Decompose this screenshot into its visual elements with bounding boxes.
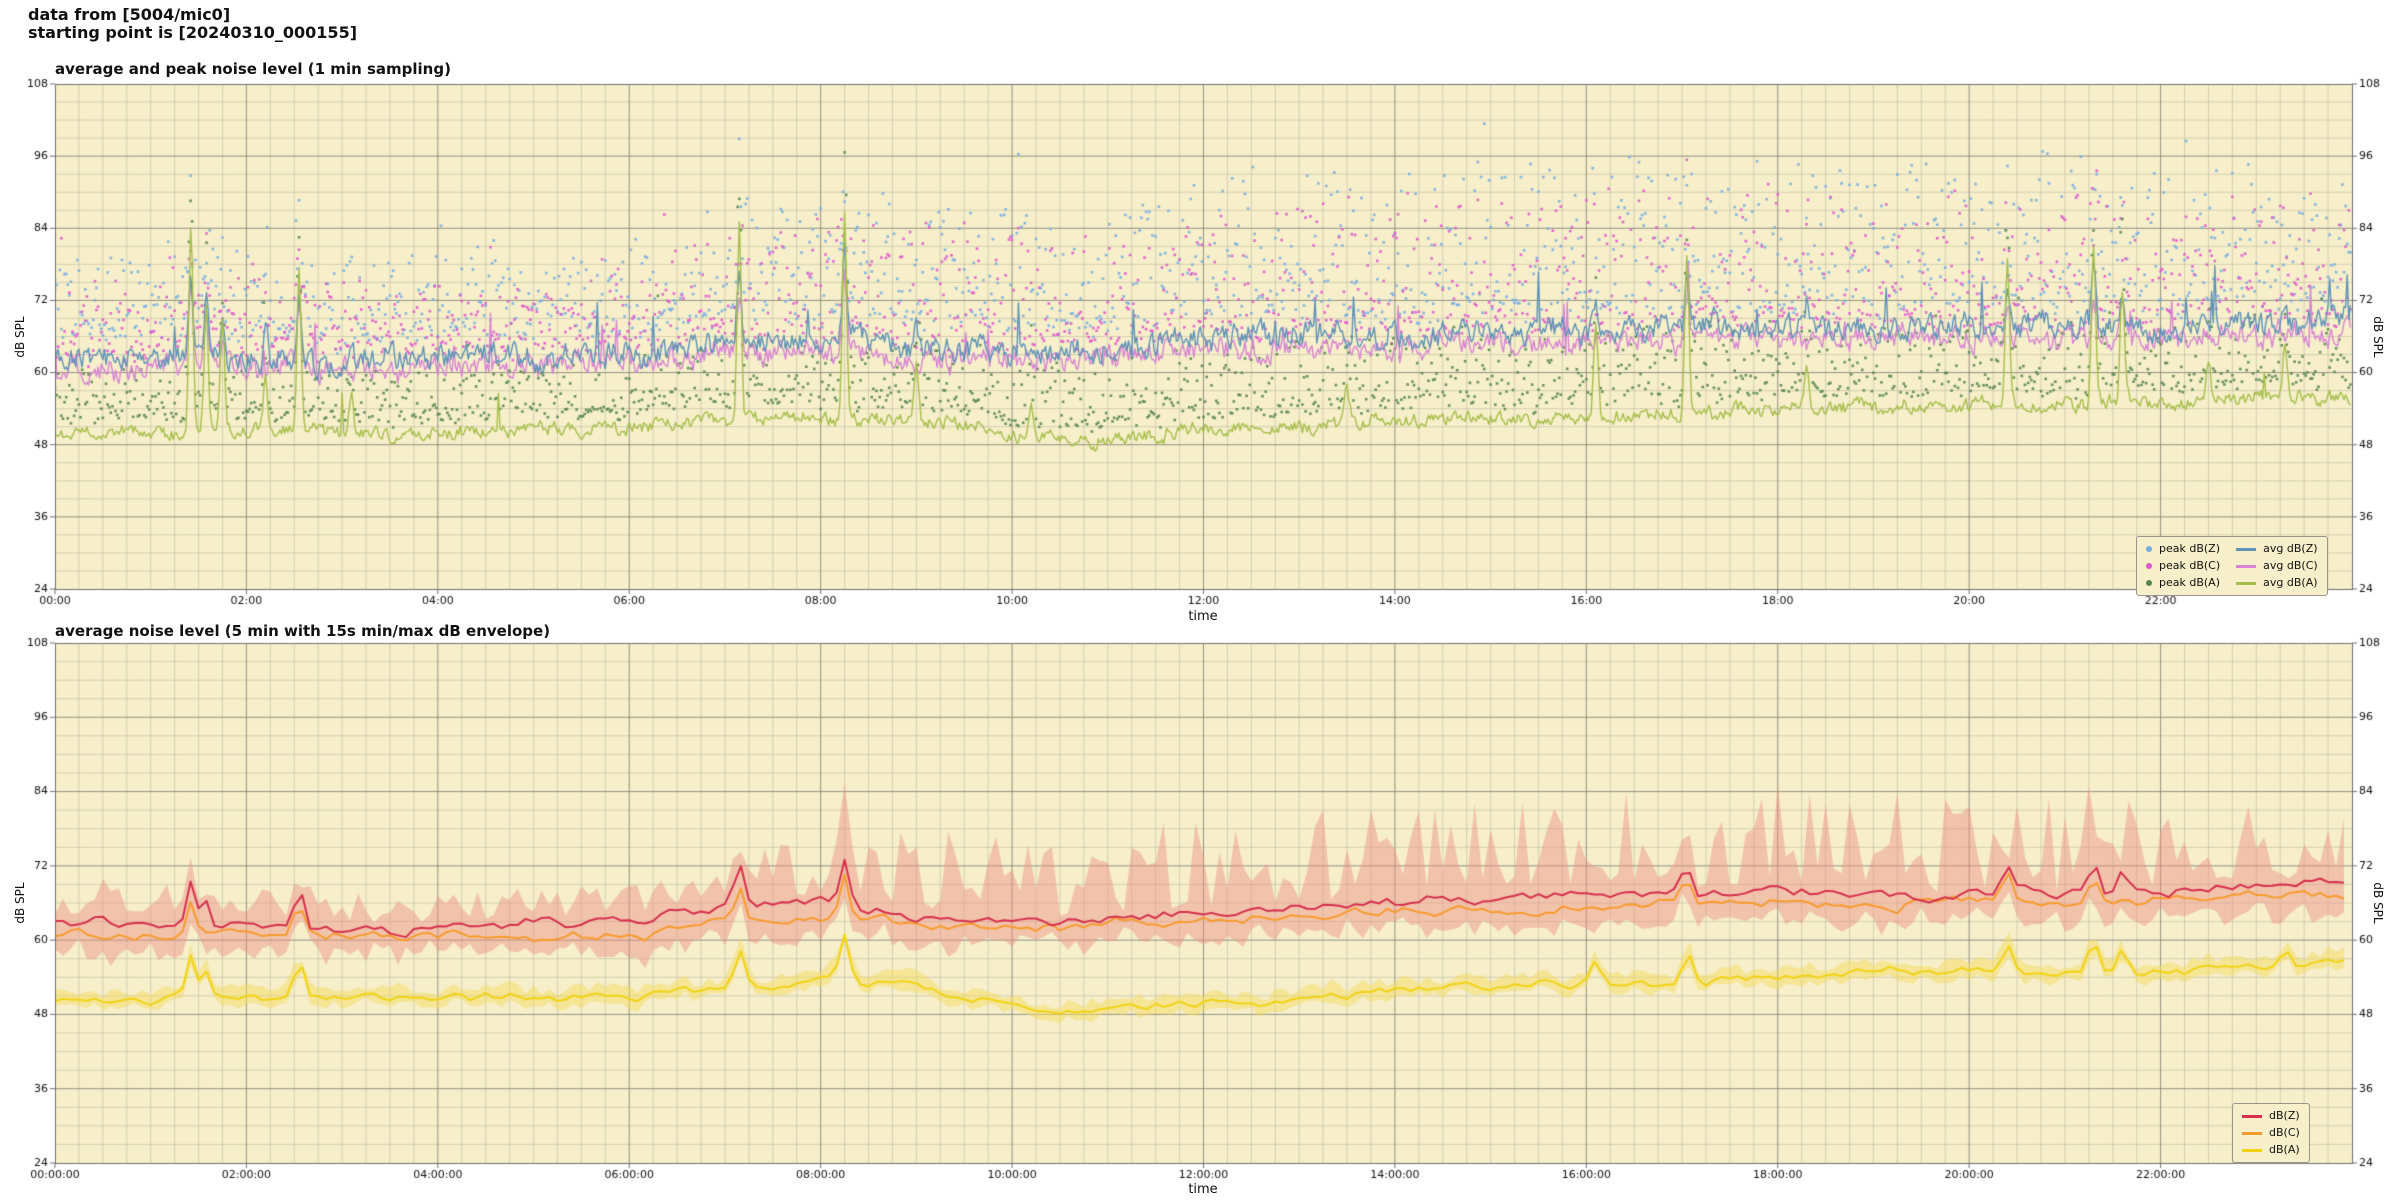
dbz-line-icon [2242,1114,2262,1118]
chart-top-ylabel-left: dB SPL [13,316,27,358]
legend-label: dB(C) [2269,1126,2300,1139]
dba-line-icon [2242,1148,2262,1152]
peak-dbz-marker-icon [2146,546,2152,552]
chart-top-canvas [0,0,2400,620]
legend-item-avg-dba: avg dB(A) [2236,576,2318,590]
legend-column-avg: avg dB(Z) avg dB(C) avg dB(A) [2236,542,2318,590]
chart-bottom-ylabel-right: dB SPL [2371,882,2385,924]
peak-dba-marker-icon [2146,580,2152,586]
legend-item-peak-dbc: peak dB(C) [2146,559,2220,573]
chart-top-title: average and peak noise level (1 min samp… [55,60,451,78]
avg-dbz-line-icon [2236,547,2257,551]
chart-top-xlabel: time [1188,609,1218,624]
legend-label: peak dB(C) [2159,559,2221,572]
chart-bottom-legend: dB(Z) dB(C) dB(A) [2232,1103,2310,1163]
legend-column-peak: peak dB(Z) peak dB(C) peak dB(A) [2146,542,2220,590]
legend-label: dB(Z) [2269,1109,2300,1122]
legend-item-dbz: dB(Z) [2242,1109,2300,1123]
chart-top-ylabel-right: dB SPL [2371,316,2385,358]
chart-bottom-ylabel-left: dB SPL [13,882,27,924]
legend-label: avg dB(Z) [2263,542,2318,555]
legend-item-avg-dbc: avg dB(C) [2236,559,2318,573]
avg-dbc-line-icon [2236,564,2257,568]
legend-item-avg-dbz: avg dB(Z) [2236,542,2318,556]
legend-item-dbc: dB(C) [2242,1126,2300,1140]
legend-label: peak dB(A) [2159,576,2220,589]
legend-item-dba: dB(A) [2242,1143,2300,1157]
chart-bottom-canvas [0,620,2400,1200]
legend-item-peak-dba: peak dB(A) [2146,576,2220,590]
chart-top-legend: peak dB(Z) peak dB(C) peak dB(A) avg dB(… [2136,536,2328,596]
legend-item-peak-dbz: peak dB(Z) [2146,542,2220,556]
peak-dbc-marker-icon [2146,563,2152,569]
avg-dba-line-icon [2236,581,2257,585]
chart-bottom-title: average noise level (5 min with 15s min/… [55,622,551,640]
legend-label: peak dB(Z) [2159,542,2221,555]
chart-bottom-xlabel: time [1188,1182,1218,1197]
legend-label: dB(A) [2269,1143,2300,1156]
legend-label: avg dB(A) [2263,576,2318,589]
legend-label: avg dB(C) [2263,559,2318,572]
dbc-line-icon [2242,1131,2262,1135]
